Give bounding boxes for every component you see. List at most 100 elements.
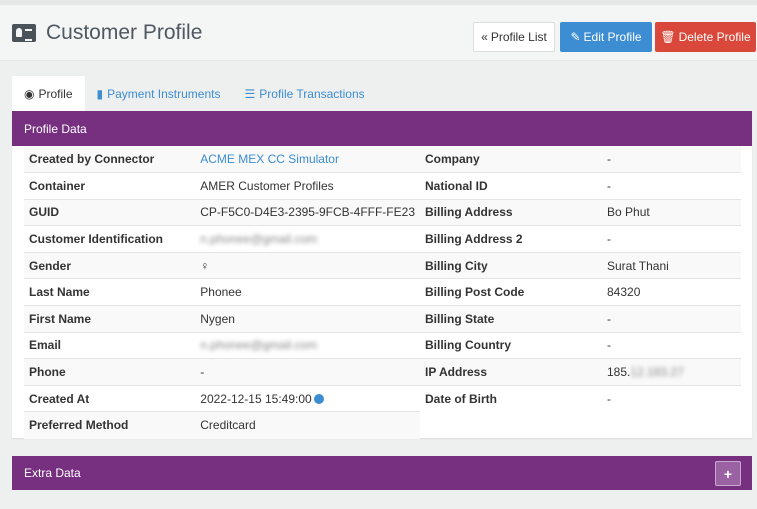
field-value: CP-F5C0-D4E3-2395-9FCB-4FFF-FE23 (195, 198, 420, 226)
field-label: Billing City (420, 251, 602, 279)
field-label: Email (24, 331, 196, 359)
field-label: Billing State (420, 305, 602, 333)
table-row: Billing State - (420, 305, 741, 333)
table-row: Date of Birth - (420, 384, 741, 412)
tab-label: Profile Transactions (259, 86, 365, 101)
extra-data-panel: Extra Data + (12, 456, 752, 490)
page-header: Customer Profile «Profile List ✎ Edit Pro… (0, 5, 757, 61)
plus-icon: + (723, 465, 733, 482)
table-row: Container AMER Customer Profiles (24, 172, 420, 200)
field-value: - (602, 384, 741, 412)
table-row: Phone - (24, 358, 420, 386)
field-value: Creditcard (195, 411, 420, 439)
field-value-text: n.phonee@gmail.com (200, 338, 318, 353)
field-label: Preferred Method (24, 411, 196, 439)
field-value: - (602, 225, 741, 253)
field-value: AMER Customer Profiles (195, 172, 420, 200)
globe-icon[interactable] (313, 393, 324, 404)
field-label: GUID (24, 198, 196, 226)
field-label: Created At (24, 384, 196, 412)
tab-payment-instruments[interactable]: ▮ Payment Instruments (85, 76, 233, 111)
table-row: Created by Connector ACME MEX CC Simulato… (24, 146, 420, 173)
user-circle-icon: ◉ (24, 86, 35, 101)
table-row: Customer Identification n.phonee@gmail.co… (24, 225, 420, 253)
edit-profile-label: Edit Profile (583, 30, 642, 44)
field-value: Phonee (195, 278, 420, 306)
table-row: Created At 2022-12-15 15:49:00 (24, 384, 420, 412)
field-value: Surat Thani (602, 251, 741, 279)
double-chevron-left-icon: « (481, 30, 488, 44)
field-value-text: - (607, 311, 611, 326)
table-row: IP Address 185.12.183.27 (420, 358, 741, 386)
edit-icon: ✎ (570, 30, 581, 44)
field-value-text: n.phonee@gmail.com (200, 232, 318, 247)
profile-list-label: Profile List (490, 30, 547, 44)
table-row: Company - (420, 146, 741, 173)
field-value-text: Phonee (200, 285, 242, 300)
top-strip (0, 0, 757, 5)
profile-list-button[interactable]: «Profile List (473, 22, 555, 52)
id-card-icon (12, 24, 36, 42)
field-value: - (602, 305, 741, 333)
connector-link[interactable]: ACME MEX CC Simulator (200, 152, 339, 167)
field-value: 185.12.183.27 (602, 358, 741, 386)
edit-profile-button[interactable]: ✎ Edit Profile (560, 22, 652, 52)
profile-data-panel: Profile Data Created by Connector ACME ME… (12, 111, 752, 439)
field-value-text: - (607, 152, 611, 167)
profile-table-right: Company - National ID - Billing Address Bo Ph… (420, 146, 741, 412)
list-icon: ☰ (244, 86, 256, 101)
table-row: Billing Post Code 84320 (420, 278, 741, 306)
tab-profile[interactable]: ◉ Profile (12, 76, 85, 111)
field-value: 84320 (602, 278, 741, 306)
delete-profile-label: Delete Profile (678, 30, 751, 44)
profile-tabs: ◉ Profile ▮ Payment Instruments ☰ Profile T… (12, 76, 377, 111)
field-value-text: AMER Customer Profiles (200, 178, 334, 193)
page-title: Customer Profile (12, 21, 202, 45)
panel-heading: Profile Data (12, 111, 752, 146)
field-value: n.phonee@gmail.com (195, 225, 420, 253)
bookmark-icon: ▮ (96, 86, 104, 101)
field-label: Billing Address 2 (420, 225, 602, 253)
table-row: GUID CP-F5C0-D4E3-2395-9FCB-4FFF-FE23 (24, 198, 420, 226)
field-value: - (602, 172, 741, 200)
tab-profile-transactions[interactable]: ☰ Profile Transactions (233, 76, 377, 111)
table-row: Last Name Phonee (24, 278, 420, 306)
field-value-text: - (607, 178, 611, 193)
field-label: Company (420, 146, 602, 173)
field-label: Billing Country (420, 331, 602, 359)
field-value-text: - (607, 338, 611, 353)
field-value-text: - (607, 391, 611, 406)
table-row: Email n.phonee@gmail.com (24, 331, 420, 359)
table-row: Billing Country - (420, 331, 741, 359)
tab-label: Profile (38, 86, 73, 101)
table-row: First Name Nygen (24, 305, 420, 333)
field-value-text: - (200, 365, 205, 380)
field-value-text: CP-F5C0-D4E3-2395-9FCB-4FFF-FE23 (200, 205, 415, 220)
table-row: Preferred Method Creditcard (24, 411, 420, 439)
expand-button[interactable]: + (715, 461, 741, 486)
field-value: - (602, 146, 741, 173)
field-label: Last Name (24, 278, 196, 306)
field-value-text: ♀ (200, 258, 210, 273)
table-row: Billing City Surat Thani (420, 251, 741, 279)
delete-profile-button[interactable]: 🗑 Delete Profile (655, 22, 756, 52)
field-label: Customer Identification (24, 225, 196, 253)
field-value: 2022-12-15 15:49:00 (195, 384, 420, 412)
field-value-text: - (607, 232, 611, 247)
field-value-text: 2022-12-15 15:49:00 (200, 391, 312, 406)
field-value-text: 84320 (607, 285, 641, 300)
field-value-text: Bo Phut (607, 205, 650, 220)
table-row: National ID - (420, 172, 741, 200)
field-label: Gender (24, 251, 196, 279)
field-label: Created by Connector (24, 146, 196, 173)
field-value: Nygen (195, 305, 420, 333)
field-value-text: Nygen (200, 311, 235, 326)
field-value-text: Creditcard (200, 418, 256, 433)
field-value: - (602, 331, 741, 359)
field-value: ♀ (195, 251, 420, 279)
field-value-text: 185. (607, 365, 631, 380)
page-title-text: Customer Profile (46, 21, 203, 44)
field-label: Container (24, 172, 196, 200)
field-value: Bo Phut (602, 198, 741, 226)
ip-address-masked: 12.183.27 (630, 365, 684, 380)
